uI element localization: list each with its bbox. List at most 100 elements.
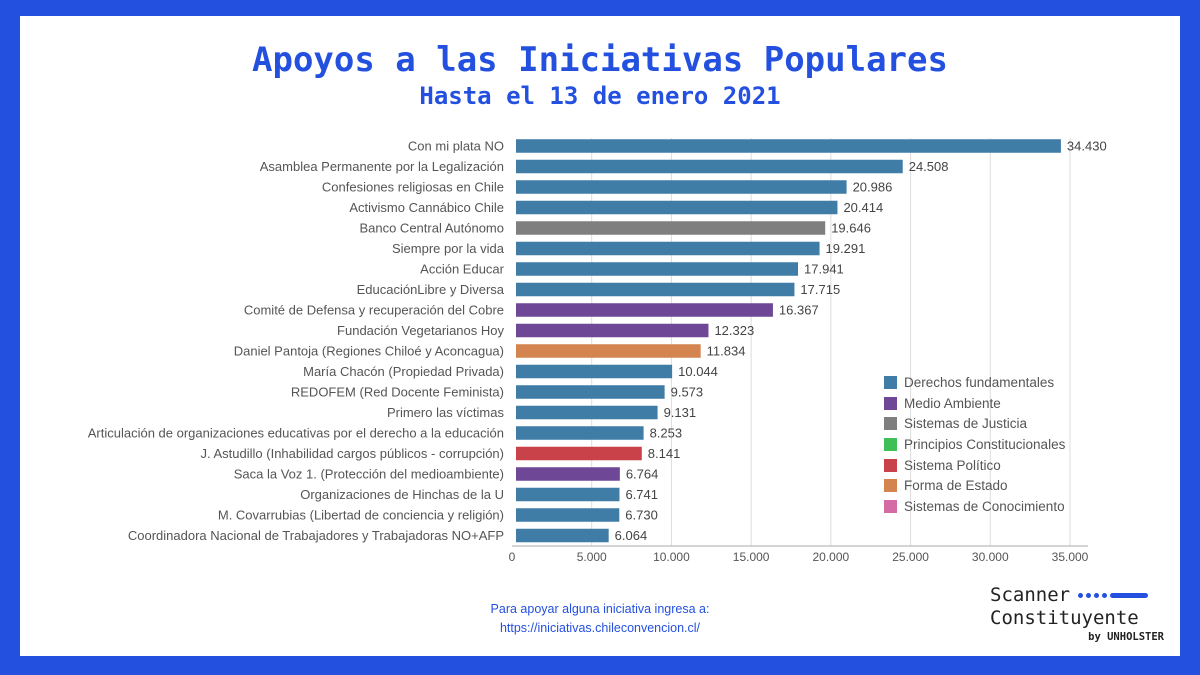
category-label: Banco Central Autónomo [359,221,504,236]
legend-label: Forma de Estado [904,478,1008,494]
bar [516,508,620,522]
category-label: REDOFEM (Red Docente Feminista) [291,385,504,400]
value-label: 34.430 [1067,139,1107,154]
x-tick-label: 5.000 [577,550,607,564]
chart-title: Apoyos a las Iniciativas Populares [252,40,948,80]
bar [516,200,838,215]
legend-item: Forma de Estado [884,475,1065,496]
value-label: 20.986 [853,180,893,195]
category-label: Primero las víctimas [387,405,505,420]
legend-label: Medio Ambiente [904,395,1001,411]
value-label: 16.367 [779,303,819,318]
legend-label: Sistemas de Justicia [904,416,1028,432]
category-label: Activismo Cannábico Chile [349,200,504,215]
value-label: 6.730 [625,508,658,523]
bar [516,241,820,256]
value-label: 20.414 [843,200,883,215]
bar [516,282,795,297]
legend-swatch [884,437,897,451]
legend-item: Derechos fundamentales [884,372,1065,393]
category-label: M. Covarrubias (Libertad de conciencia y… [218,508,504,523]
x-tick-label: 0 [509,550,516,564]
chart-subtitle: Hasta el 13 de enero 2021 [419,82,781,110]
logo-line-2: Constituyente [990,607,1139,629]
legend-item: Sistema Político [884,455,1065,476]
legend-swatch [884,375,897,389]
x-tick-label: 30.000 [972,550,1009,564]
value-label: 6.764 [626,467,659,482]
category-label: EducaciónLibre y Diversa [357,282,505,297]
bar [516,303,773,317]
bar [516,528,609,543]
value-label: 6.064 [615,528,648,543]
bar [516,180,847,194]
bar [516,262,799,276]
legend-item: Sistemas de Justicia [884,413,1065,434]
bar [516,364,673,379]
footer-link[interactable]: https://iniciativas.chileconvencion.cl/ [499,621,701,635]
x-tick-label: 15.000 [733,550,770,564]
legend-label: Principios Constitucionales [904,436,1066,452]
legend-swatch [884,396,897,410]
value-label: 19.646 [831,221,871,236]
category-label: Fundación Vegetarianos Hoy [337,323,504,338]
legend-label: Sistemas de Conocimiento [904,498,1065,514]
category-label: Coordinadora Nacional de Trabajadores y … [128,528,504,543]
footer-text: Para apoyar alguna iniciativa ingresa a: [490,602,710,616]
bar [516,426,644,440]
category-label: Saca la Voz 1. (Protección del medioambi… [234,467,504,482]
category-label: Daniel Pantoja (Regiones Chiloé y Aconca… [234,344,504,359]
category-label: Con mi plata NO [408,139,504,154]
bar [516,221,826,235]
value-label: 12.323 [714,323,754,338]
value-label: 19.291 [826,241,866,256]
bar [516,344,701,358]
bar [516,139,1061,153]
logo-line-3: by UNHOLSTER [1088,631,1164,643]
bar [516,487,620,502]
legend-swatch [884,458,897,472]
bar [516,385,665,399]
x-tick-label: 20.000 [813,550,850,564]
legend-swatch [884,499,897,513]
category-label: Confesiones religiosas en Chile [322,180,504,195]
bars [516,139,1061,543]
bar [516,323,709,338]
legend-item: Medio Ambiente [884,393,1065,414]
legend-swatch [884,417,897,431]
legend-label: Derechos fundamentales [904,374,1055,390]
value-label: 9.573 [671,385,704,400]
legend-swatch [884,479,897,493]
bar [516,446,642,461]
x-tick-label: 35.000 [1052,550,1089,564]
legend: Derechos fundamentales Medio Ambiente Sist… [884,372,1065,517]
category-label: Acción Educar [420,262,504,277]
category-label: Siempre por la vida [392,241,505,256]
legend-item: Sistemas de Conocimiento [884,496,1065,517]
legend-label: Sistema Político [904,457,1001,473]
logo-dots-icon [1078,592,1151,598]
category-label: J. Astudillo (Inhabilidad cargos público… [201,446,505,461]
bar [516,467,620,481]
logo: Scanner Constituyente by UNHOLSTER [990,583,1164,643]
value-label: 6.741 [625,487,658,502]
category-label: Articulación de organizaciones educativa… [88,426,504,441]
x-tick-label: 25.000 [892,550,929,564]
value-label: 24.508 [909,159,949,174]
value-label: 10.044 [678,364,718,379]
category-label: Asamblea Permanente por la Legalización [260,159,504,174]
value-label: 11.834 [707,344,746,359]
x-axis-ticks: 0 5.000 10.000 15.000 20.000 25.000 30.000 35.0… [509,550,1089,564]
value-label: 9.131 [664,405,697,420]
legend-item: Principios Constitucionales [884,434,1065,455]
x-tick-label: 10.000 [653,550,690,564]
bar [516,159,903,174]
category-label: Organizaciones de Hinchas de la U [300,487,504,502]
footer: Para apoyar alguna iniciativa ingresa a:… [440,600,760,638]
value-label: 8.253 [650,426,683,441]
value-label: 8.141 [648,446,681,461]
value-label: 17.715 [800,282,840,297]
category-label: María Chacón (Propiedad Privada) [303,364,504,379]
bar [516,405,658,420]
